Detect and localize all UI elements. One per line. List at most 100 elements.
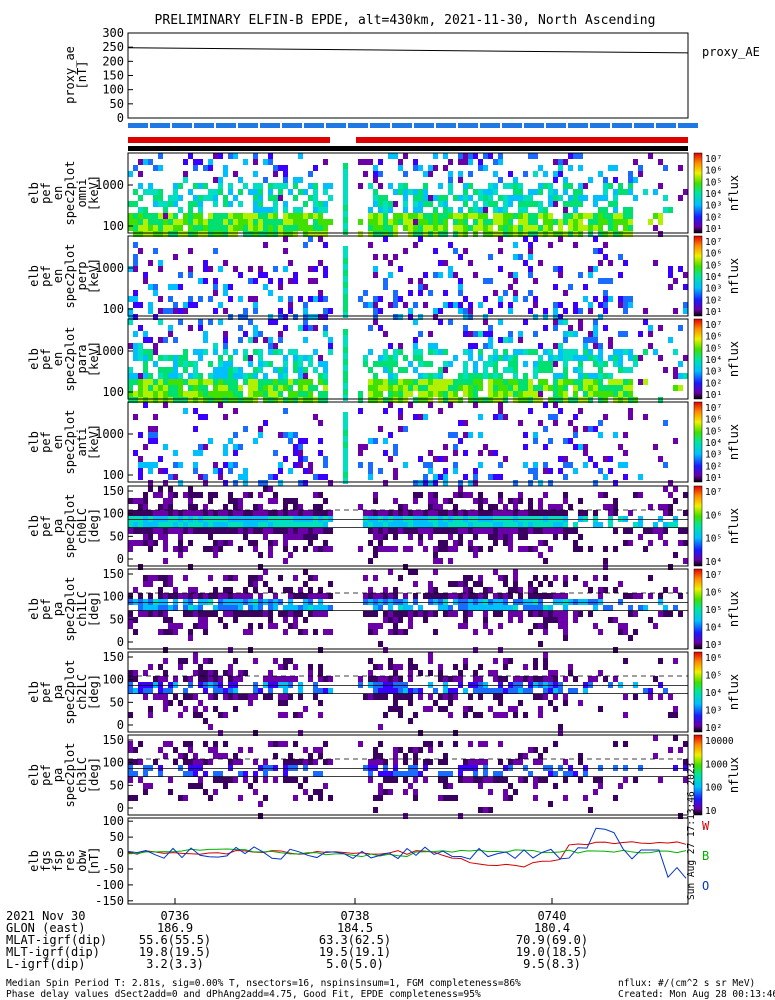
spec-cell (308, 516, 313, 522)
spec-cell (488, 231, 493, 237)
spec-cell (458, 284, 463, 290)
spec-cell (438, 367, 443, 373)
spec-cell (468, 391, 473, 397)
spec-cell (408, 213, 413, 219)
spec-cell (133, 629, 138, 635)
spec-cell (288, 498, 293, 504)
spec-cell (418, 284, 423, 290)
spec-cell (478, 759, 483, 765)
spec-cell (628, 593, 633, 599)
spec-cell (613, 213, 618, 219)
spec-cell (183, 741, 188, 747)
spec-cell (683, 355, 688, 361)
spec-cell (383, 516, 388, 522)
spec-cell (288, 753, 293, 759)
spec-cell (293, 528, 298, 534)
spec-cell (303, 379, 308, 385)
spec-cell (208, 373, 213, 379)
status-bars (128, 123, 698, 151)
ephem-value: 3.2(3.3) (146, 957, 204, 971)
spec-cell (188, 361, 193, 367)
spec-cell (518, 593, 523, 599)
spec-cell (433, 569, 438, 575)
spec-cell (433, 522, 438, 528)
spec-cell (513, 605, 518, 611)
spec-cell (158, 676, 163, 682)
spec-cell (528, 272, 533, 278)
spec-cell (183, 492, 188, 498)
spec-cell (168, 284, 173, 290)
spec-cell (163, 605, 168, 611)
spec-cell (208, 361, 213, 367)
spec-cell (378, 207, 383, 213)
spec-cell (278, 480, 283, 486)
spec-cell (643, 319, 648, 325)
spec-cell (193, 195, 198, 201)
spec-cell (228, 462, 233, 468)
spec-cell (128, 759, 133, 765)
spec-cell (193, 408, 198, 414)
spec-cell (393, 444, 398, 450)
spec-cell (213, 373, 218, 379)
spec-cell (473, 629, 478, 635)
colorbar (693, 235, 703, 317)
spec-cell (498, 712, 503, 718)
spec-cell (468, 765, 473, 771)
colorbar-tick: 10³ (705, 706, 722, 717)
spec-cell (173, 450, 178, 456)
spec-cell (573, 231, 578, 237)
spec-cell (448, 534, 453, 540)
spec-cell (433, 504, 438, 510)
spec-cell (198, 414, 203, 420)
spec-cell (433, 385, 438, 391)
spec-cell (378, 325, 383, 331)
spec-cell (423, 522, 428, 528)
spec-cell (393, 534, 398, 540)
spec-cell (413, 349, 418, 355)
spec-cell (508, 617, 513, 623)
spec-cell (563, 201, 568, 207)
spec-cell (433, 611, 438, 617)
spec-cell (453, 213, 458, 219)
spec-cell (403, 777, 408, 783)
spec-cell (443, 546, 448, 552)
spec-cell (408, 516, 413, 522)
spec-cell (213, 349, 218, 355)
spec-cell (513, 688, 518, 694)
spec-cell (318, 605, 323, 611)
spec-cell (623, 741, 628, 747)
spec-cell (133, 296, 138, 302)
spec-cell (413, 319, 418, 325)
spec-cell (498, 498, 503, 504)
spec-cell (373, 231, 378, 237)
spec-cell (603, 308, 608, 314)
spec-cell (263, 159, 268, 165)
spec-cell (563, 617, 568, 623)
spec-cell (223, 361, 228, 367)
ylabel-line: spec2plot (63, 326, 77, 391)
spec-cell (413, 343, 418, 349)
spec-cell (623, 331, 628, 337)
spec-cell (158, 468, 163, 474)
spec-cell (483, 522, 488, 528)
spec-cell (533, 682, 538, 688)
spec-cell (388, 599, 393, 605)
spec-cell (443, 522, 448, 528)
spec-cell (538, 528, 543, 534)
spec-cell (148, 373, 153, 379)
ylabel-line: [deg] (87, 674, 101, 710)
spec-cell (608, 456, 613, 462)
spec-cell (378, 771, 383, 777)
spec-cell (368, 676, 373, 682)
spec-cell (223, 195, 228, 201)
spec-cell (203, 349, 208, 355)
spec-cell (313, 195, 318, 201)
colorbar-tick: 10⁶ (705, 510, 722, 521)
spec-cell (548, 676, 553, 682)
spec-cell (373, 629, 378, 635)
spec-cell (438, 225, 443, 231)
spec-cell (318, 700, 323, 706)
spec-cell (378, 296, 383, 302)
colorbar-label: nflux (727, 591, 741, 627)
